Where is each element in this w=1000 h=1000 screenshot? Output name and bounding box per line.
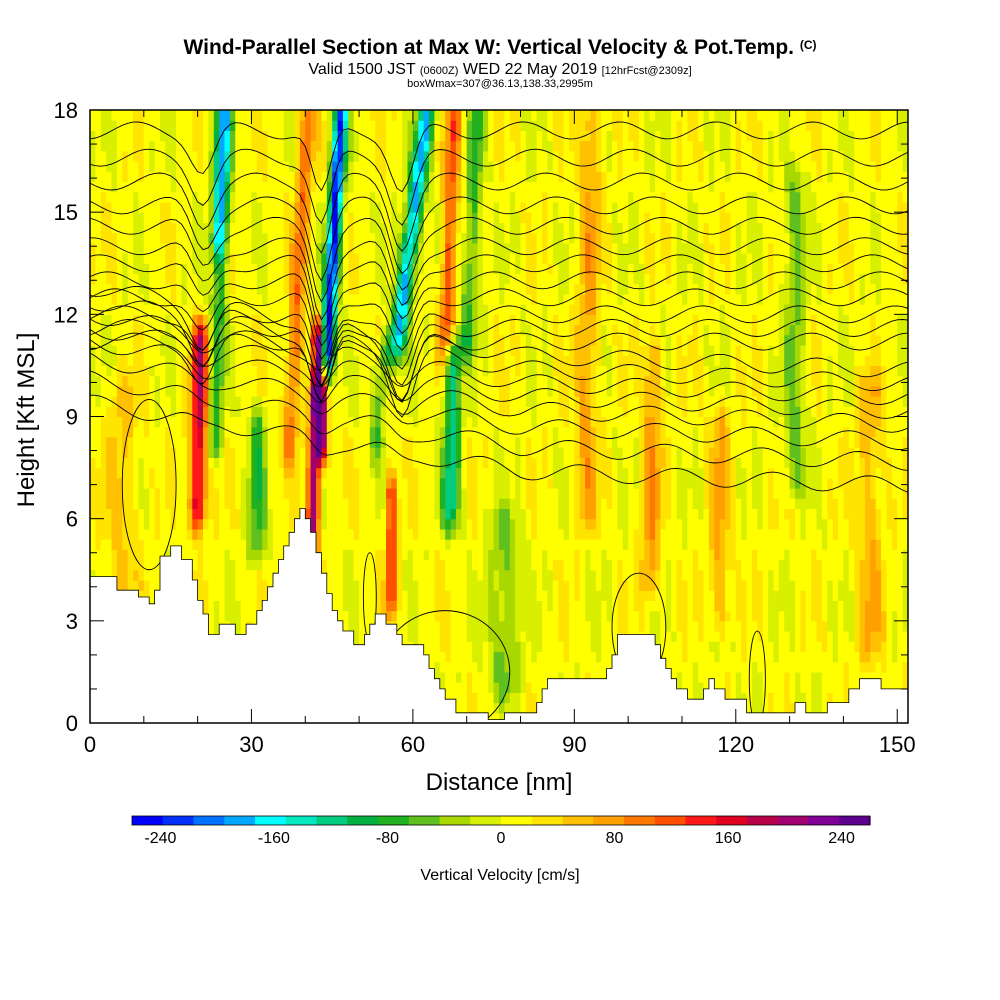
chart-title-text: Wind-Parallel Section at Max W: Vertical… <box>183 36 794 59</box>
y-axis: 0 3 6 9 12 15 18 <box>54 98 908 736</box>
colorbar-swatch <box>316 816 348 825</box>
colorbar-swatch <box>716 816 748 825</box>
subtitle-forecast: [12hrFcst@2309z] <box>601 65 692 77</box>
y-tick-label: 9 <box>66 405 78 430</box>
colorbar-swatch <box>654 816 687 825</box>
colorbar-swatch <box>624 816 656 825</box>
theta-contour <box>90 370 908 471</box>
colorbar-swatch <box>562 816 594 825</box>
theta-contour <box>90 254 908 334</box>
colorbar-swatch <box>132 816 164 825</box>
colorbar-swatch <box>378 816 410 825</box>
terrain-mask <box>90 508 908 723</box>
colorbar-tick-label: 240 <box>828 830 855 847</box>
x-tick-label: 0 <box>84 732 96 757</box>
theta-contour <box>90 339 908 433</box>
x-tick-label: 30 <box>239 732 263 757</box>
colorbar-tick-label: 0 <box>497 830 506 847</box>
colorbar-tick-label: -80 <box>376 830 399 847</box>
x-tick-label: 120 <box>717 732 754 757</box>
x-axis-title: Distance [nm] <box>426 769 573 796</box>
subtitle-zulu: (0600Z) <box>419 65 459 77</box>
x-axis: 0 30 60 90 120 150 <box>84 110 916 757</box>
subtitle-date: WED 22 May 2019 <box>462 61 598 78</box>
theta-contour <box>748 630 766 723</box>
colorbar-label: Vertical Velocity [cm/s] <box>420 867 579 884</box>
colorbar: -240 -160 -80 0 80 160 240 <box>131 815 871 847</box>
chart-title-suffix: (C) <box>799 38 817 52</box>
colorbar-swatch <box>470 816 502 825</box>
theta-contour <box>90 332 908 403</box>
theta-contour <box>90 216 908 303</box>
theta-contour <box>90 329 908 419</box>
colorbar-swatch <box>162 816 195 825</box>
x-tick-label: 60 <box>401 732 425 757</box>
theta-contour <box>90 300 908 418</box>
colorbar-swatch <box>531 816 564 825</box>
theta-contour <box>90 148 908 226</box>
colorbar-swatch <box>347 816 379 825</box>
x-tick-label: 150 <box>879 732 916 757</box>
theta-contour <box>90 172 908 254</box>
theta-contour <box>90 237 908 321</box>
colorbar-swatch <box>747 816 779 825</box>
terrain-profile <box>90 508 908 723</box>
colorbar-swatch <box>839 816 871 825</box>
theta-contour <box>90 394 908 493</box>
x-tick-label: 90 <box>562 732 586 757</box>
colorbar-swatch <box>777 816 810 825</box>
colorbar-swatch <box>285 816 318 825</box>
theta-contour <box>90 288 908 360</box>
colorbar-swatch <box>501 816 533 825</box>
colorbar-swatch <box>193 816 225 825</box>
colorbar-swatch <box>593 816 625 825</box>
theta-contour <box>90 271 908 347</box>
y-tick-label: 6 <box>66 507 78 532</box>
y-tick-label: 3 <box>66 609 78 634</box>
y-axis-title: Height [Kft MSL] <box>13 333 40 508</box>
chart-subtitle: Valid 1500 JST (0600Z) WED 22 May 2019 [… <box>0 61 1000 79</box>
theta-contour <box>90 352 908 450</box>
y-tick-label: 15 <box>54 200 78 225</box>
y-tick-label: 0 <box>66 711 78 736</box>
colorbar-frame <box>131 815 871 826</box>
y-tick-label: 12 <box>54 302 78 327</box>
theta-contour <box>121 399 177 571</box>
box-max-info: boxWmax=307@36.13,138.33,2995m <box>407 78 593 90</box>
theta-contour <box>90 305 908 375</box>
y-tick-label: 18 <box>54 98 78 123</box>
colorbar-tick-label: -240 <box>144 830 176 847</box>
potential-temperature-contours <box>90 121 908 723</box>
theta-contour <box>90 315 908 405</box>
colorbar-tick-label: 80 <box>606 830 624 847</box>
colorbar-swatch <box>408 816 441 825</box>
colorbar-tick-label: -160 <box>258 830 290 847</box>
colorbar-tick-label: 160 <box>715 830 742 847</box>
theta-contour <box>90 121 908 193</box>
colorbar-swatch <box>439 816 471 825</box>
colorbar-swatch <box>685 816 717 825</box>
chart-title: Wind-Parallel Section at Max W: Vertical… <box>0 36 1000 60</box>
subtitle-valid: Valid 1500 JST <box>308 61 416 78</box>
theta-contour <box>90 196 908 282</box>
theta-contour <box>90 285 908 402</box>
colorbar-swatch <box>255 816 287 825</box>
colorbar-swatch <box>224 816 256 825</box>
colorbar-swatch <box>808 816 840 825</box>
theta-contour <box>90 318 908 388</box>
vertical-velocity-field <box>90 110 908 723</box>
